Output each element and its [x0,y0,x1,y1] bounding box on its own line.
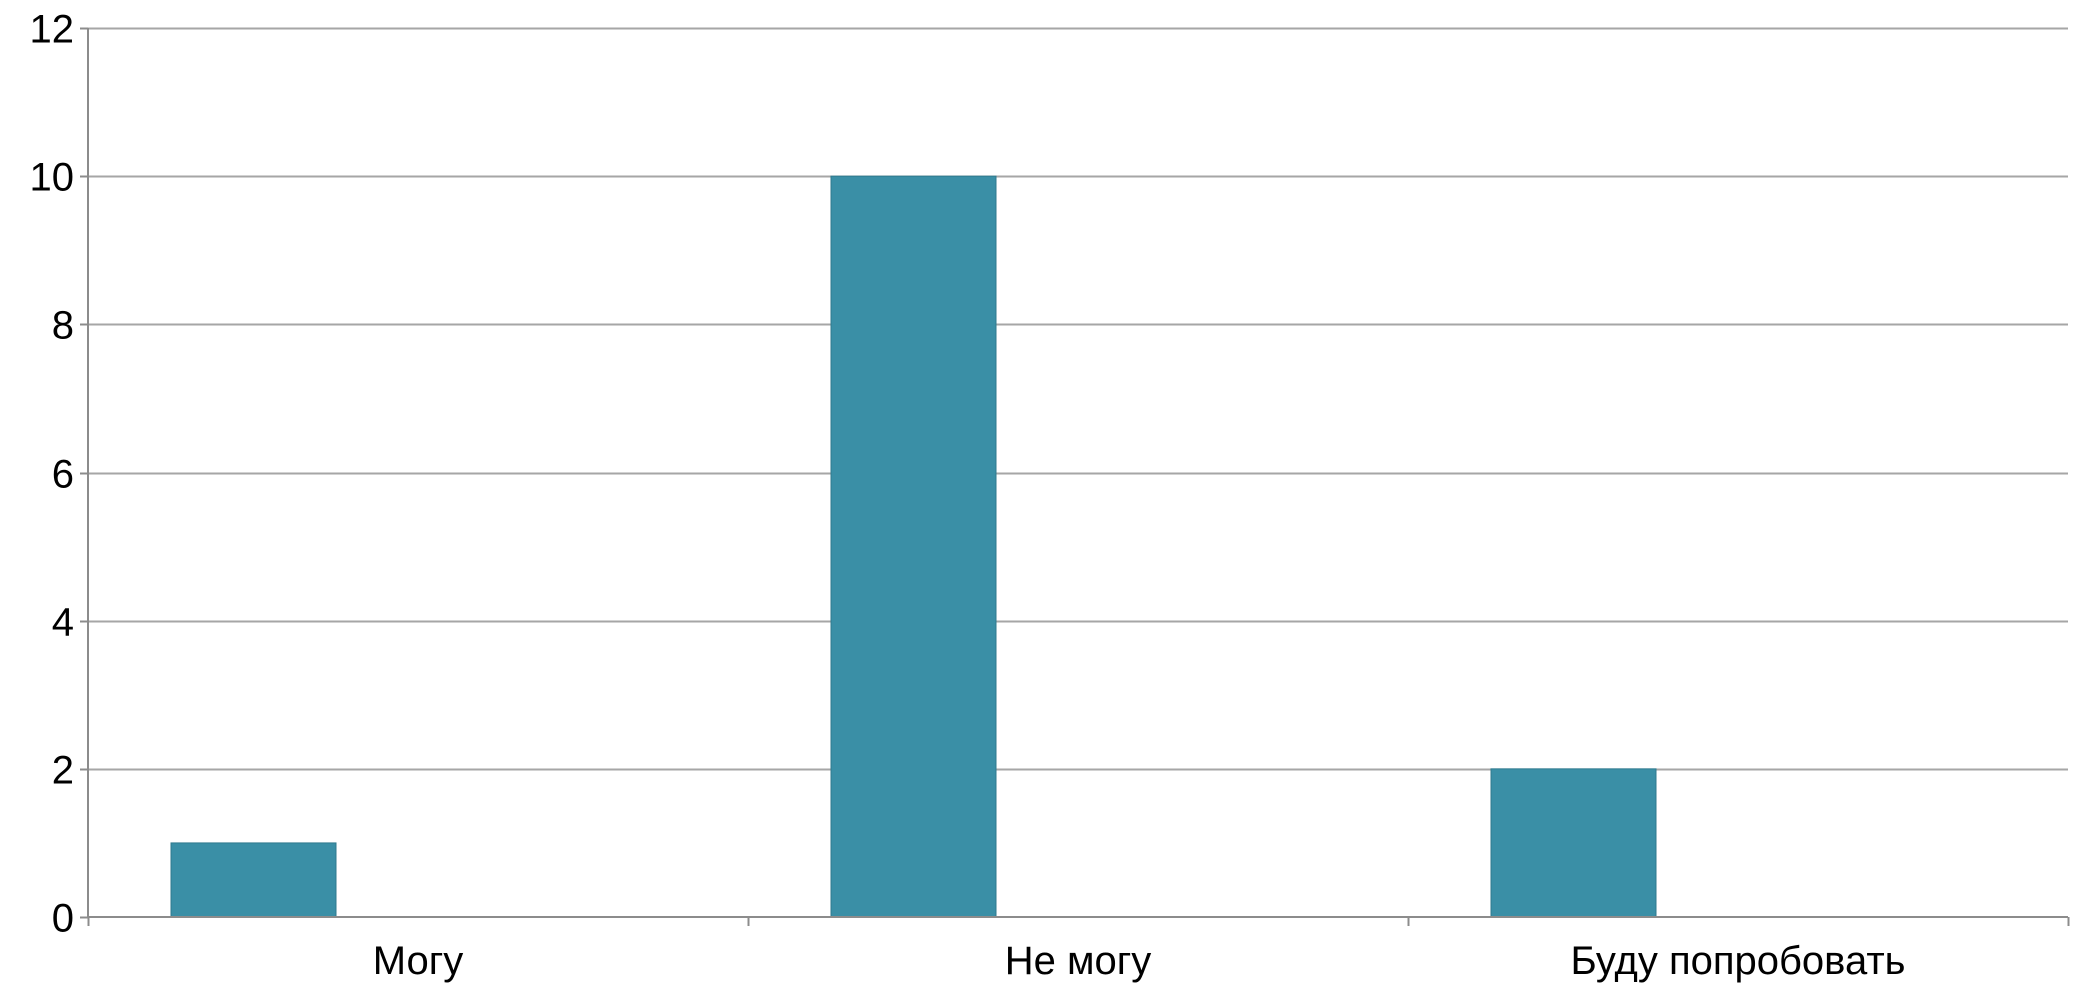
y-tick-label: 6 [52,453,74,497]
bar [1490,768,1657,918]
y-tick-label: 10 [30,156,75,200]
y-tick-label: 0 [52,897,74,941]
gridlines [88,27,2068,771]
x-tick-label: Не могу [1005,939,1152,983]
y-tick-labels: 0 2 4 6 8 10 12 [30,8,75,941]
bar [170,842,337,918]
axes [80,27,2070,926]
x-tick-label: Могу [373,939,464,983]
y-tick-label: 4 [52,601,74,645]
y-tick-label: 2 [52,749,74,793]
bar [830,175,997,918]
y-tick-label: 12 [30,8,75,52]
y-tick-label: 8 [52,304,74,348]
x-tick-labels: Могу Не могу Буду попробовать [373,939,1906,983]
x-tick-label: Буду попробовать [1570,939,1905,983]
bars [170,175,1657,918]
